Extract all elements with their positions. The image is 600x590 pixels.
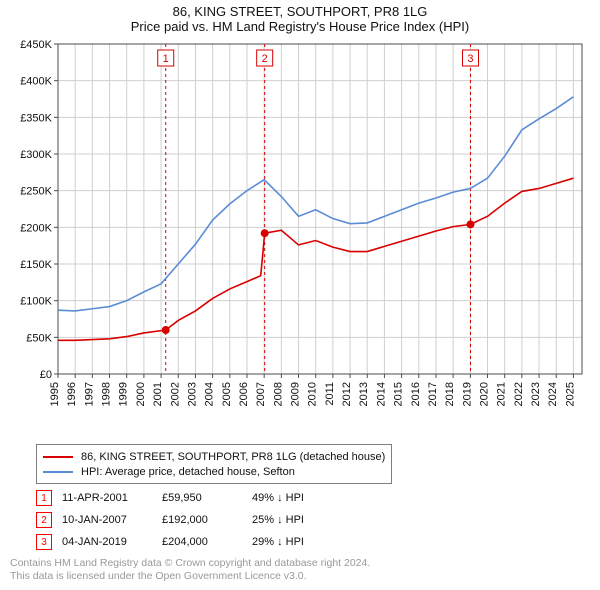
svg-text:2003: 2003 <box>186 382 198 406</box>
svg-text:2016: 2016 <box>410 382 422 406</box>
event-date-3: 04-JAN-2019 <box>62 536 162 548</box>
svg-text:2011: 2011 <box>324 382 336 406</box>
svg-text:2002: 2002 <box>169 382 181 406</box>
svg-text:2005: 2005 <box>221 382 233 406</box>
svg-text:£150K: £150K <box>20 259 52 271</box>
event-date-1: 11-APR-2001 <box>62 492 162 504</box>
svg-text:2014: 2014 <box>375 382 387 406</box>
svg-text:2006: 2006 <box>238 382 250 406</box>
svg-text:1998: 1998 <box>101 382 113 406</box>
events-table: 1 11-APR-2001 £59,950 49% ↓ HPI 2 10-JAN… <box>36 490 372 550</box>
svg-text:2000: 2000 <box>135 382 147 406</box>
svg-text:3: 3 <box>467 53 473 65</box>
event-delta-2: 25% ↓ HPI <box>252 514 372 526</box>
svg-text:2024: 2024 <box>547 382 559 406</box>
event-delta-1: 49% ↓ HPI <box>252 492 372 504</box>
event-delta-3: 29% ↓ HPI <box>252 536 372 548</box>
svg-text:£50K: £50K <box>26 332 52 344</box>
svg-text:2013: 2013 <box>358 382 370 406</box>
svg-text:1995: 1995 <box>49 382 61 406</box>
svg-text:£200K: £200K <box>20 222 52 234</box>
event-marker-2: 2 <box>36 512 52 528</box>
price-chart: £0 £50K £100K £150K £200K £250K £300K £350K £400… <box>0 0 600 440</box>
svg-text:£450K: £450K <box>20 39 52 51</box>
svg-text:2018: 2018 <box>444 382 456 406</box>
svg-text:2019: 2019 <box>461 382 473 406</box>
legend-swatch-hpi <box>43 471 73 473</box>
event-date-2: 10-JAN-2007 <box>62 514 162 526</box>
svg-text:2023: 2023 <box>530 382 542 406</box>
footer: Contains HM Land Registry data © Crown c… <box>10 557 370 584</box>
svg-text:1: 1 <box>163 53 169 65</box>
svg-text:£300K: £300K <box>20 149 52 161</box>
event-marker-1: 1 <box>36 490 52 506</box>
legend-label-property: 86, KING STREET, SOUTHPORT, PR8 1LG (det… <box>81 451 385 463</box>
svg-text:1997: 1997 <box>83 382 95 406</box>
event-price-3: £204,000 <box>162 536 252 548</box>
legend-swatch-property <box>43 456 73 458</box>
svg-text:£100K: £100K <box>20 296 52 308</box>
event-marker-3: 3 <box>36 534 52 550</box>
svg-text:2022: 2022 <box>513 382 525 406</box>
svg-text:1996: 1996 <box>66 382 78 406</box>
svg-text:2: 2 <box>262 53 268 65</box>
svg-text:2012: 2012 <box>341 382 353 406</box>
footer-line2: This data is licensed under the Open Gov… <box>10 570 370 584</box>
svg-text:2017: 2017 <box>427 382 439 406</box>
svg-text:£0: £0 <box>40 369 52 381</box>
legend: 86, KING STREET, SOUTHPORT, PR8 1LG (det… <box>36 444 392 484</box>
svg-text:2021: 2021 <box>496 382 508 406</box>
svg-text:2004: 2004 <box>204 382 216 406</box>
svg-text:1999: 1999 <box>118 382 130 406</box>
svg-text:2020: 2020 <box>479 382 491 406</box>
svg-text:£350K: £350K <box>20 112 52 124</box>
svg-text:£250K: £250K <box>20 186 52 198</box>
legend-label-hpi: HPI: Average price, detached house, Seft… <box>81 466 295 478</box>
svg-text:2025: 2025 <box>564 382 576 406</box>
svg-text:£400K: £400K <box>20 76 52 88</box>
event-price-2: £192,000 <box>162 514 252 526</box>
svg-text:2015: 2015 <box>393 382 405 406</box>
svg-text:2009: 2009 <box>290 382 302 406</box>
svg-text:2010: 2010 <box>307 382 319 406</box>
event-price-1: £59,950 <box>162 492 252 504</box>
svg-text:2001: 2001 <box>152 382 164 406</box>
footer-line1: Contains HM Land Registry data © Crown c… <box>10 557 370 571</box>
svg-text:2007: 2007 <box>255 382 267 406</box>
svg-text:2008: 2008 <box>272 382 284 406</box>
